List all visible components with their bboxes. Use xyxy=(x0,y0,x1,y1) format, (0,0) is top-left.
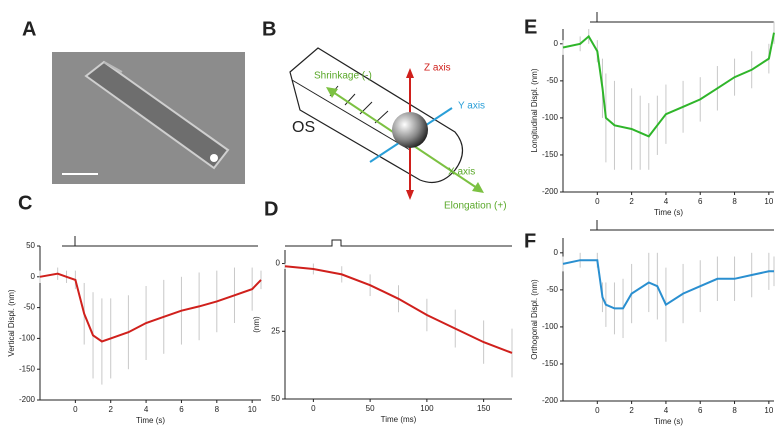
y-tick-label: -100 xyxy=(542,113,559,122)
x-axis-label: Time (s) xyxy=(136,416,165,425)
y-axis-label: Orthogonal Displ. (nm) xyxy=(530,279,539,360)
y-tick-label: 50 xyxy=(26,241,35,250)
x-tick-label: 10 xyxy=(764,406,773,415)
data-line xyxy=(39,272,262,343)
x-axis-label: Time (ms) xyxy=(381,415,417,424)
x-tick-label: 0 xyxy=(311,404,316,413)
x-tick-label: 0 xyxy=(595,406,600,415)
y-tick-label: -200 xyxy=(542,187,559,196)
x-axis-label: Time (s) xyxy=(654,208,683,217)
y-tick-label: 0 xyxy=(554,39,559,48)
x-tick-label: 2 xyxy=(108,405,113,414)
arrowhead xyxy=(326,87,338,98)
x-tick-label: 4 xyxy=(144,405,149,414)
x-tick-label: 2 xyxy=(629,406,634,415)
y-axis-label: Longitudinal Displ. (nm) xyxy=(530,68,539,152)
y-tick-label: -50 xyxy=(23,303,35,312)
y-axis-label: (nm) xyxy=(252,316,261,333)
stimulus-trace xyxy=(285,239,512,247)
bead xyxy=(392,112,428,148)
arrowhead xyxy=(406,190,414,200)
x-tick-label: 8 xyxy=(732,406,737,415)
x-tick-label: 4 xyxy=(664,406,669,415)
panel-label: A xyxy=(22,18,36,40)
x-tick-label: 8 xyxy=(732,197,737,206)
panel-label: D xyxy=(264,198,278,220)
y-tick-label: -200 xyxy=(542,396,559,405)
arrowhead xyxy=(472,182,484,193)
z-axis-label: Z axis xyxy=(424,63,451,74)
x-tick-label: 2 xyxy=(629,197,634,206)
stimulus-trace xyxy=(590,12,774,23)
x-tick-label: 10 xyxy=(764,197,773,206)
x-tick-label: 4 xyxy=(664,197,669,206)
x-tick-label: 6 xyxy=(179,405,184,414)
outer-segment-outline xyxy=(289,47,464,183)
data-line xyxy=(284,265,513,354)
y-tick-label: -150 xyxy=(542,150,559,159)
y-axis-label: Vertical Displ. (nm) xyxy=(7,289,16,356)
panel-label: C xyxy=(18,192,32,214)
y-tick-label: 0 xyxy=(276,259,281,268)
x-tick-label: 100 xyxy=(420,404,434,413)
y-tick-label: -150 xyxy=(19,364,36,373)
shrinkage-label: Shrinkage (-) xyxy=(314,71,372,82)
y-tick-label: 25 xyxy=(271,326,280,335)
panel-label: B xyxy=(262,18,276,40)
stimulus-trace xyxy=(62,236,258,247)
x-axis-label: X axis xyxy=(448,167,475,178)
rod-cell xyxy=(84,60,230,170)
y-tick-label: -50 xyxy=(546,285,558,294)
y-tick-label: -200 xyxy=(19,395,36,404)
x-tick-label: 0 xyxy=(595,197,600,206)
panel-label: F xyxy=(524,230,536,252)
y-tick-label: -100 xyxy=(542,322,559,331)
x-tick-label: 6 xyxy=(698,406,703,415)
x-tick-label: 50 xyxy=(366,404,375,413)
y-tick-label: -150 xyxy=(542,359,559,368)
x-tick-label: 8 xyxy=(215,405,220,414)
y-tick-label: -50 xyxy=(546,76,558,85)
rod-segment xyxy=(103,61,123,73)
x-tick-label: 0 xyxy=(73,405,78,414)
arrowhead xyxy=(406,68,414,78)
y-axis-label: Y axis xyxy=(458,101,485,112)
x-axis-label: Time (s) xyxy=(654,417,683,426)
bead xyxy=(210,154,218,162)
x-tick-label: 10 xyxy=(248,405,257,414)
data-line xyxy=(562,259,774,310)
os-label: OS xyxy=(292,119,315,136)
data-line xyxy=(562,32,775,138)
panel-label: E xyxy=(524,16,537,38)
y-tick-label: 0 xyxy=(31,272,36,281)
x-tick-label: 150 xyxy=(477,404,491,413)
stimulus-trace xyxy=(590,220,774,231)
y-tick-label: 0 xyxy=(554,248,559,257)
elongation-label: Elongation (+) xyxy=(444,201,507,212)
y-tick-label: -100 xyxy=(19,334,36,343)
y-tick-label: 50 xyxy=(271,394,280,403)
x-tick-label: 6 xyxy=(698,197,703,206)
